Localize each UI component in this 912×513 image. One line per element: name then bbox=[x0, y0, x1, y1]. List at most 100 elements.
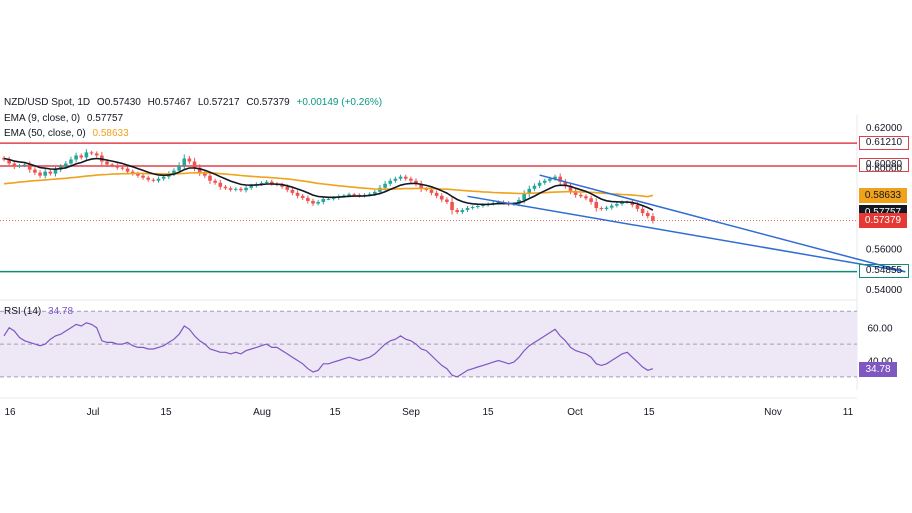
candle-body bbox=[306, 197, 310, 201]
candle-body bbox=[161, 176, 166, 179]
candle-body bbox=[522, 193, 526, 200]
candle-body bbox=[398, 176, 403, 179]
rsi-label: RSI (14) bbox=[4, 306, 42, 317]
candle-body bbox=[424, 188, 429, 190]
candle-body bbox=[635, 205, 640, 209]
candle-body bbox=[609, 205, 614, 208]
open-value: 0.57430 bbox=[104, 97, 141, 108]
price-label-ema50: 0.58633 bbox=[859, 187, 907, 203]
candle-body bbox=[270, 181, 274, 184]
candle-body bbox=[450, 201, 454, 211]
candle-body bbox=[542, 180, 547, 183]
candle-body bbox=[465, 208, 470, 211]
candle-body bbox=[244, 187, 248, 191]
candle-body bbox=[573, 190, 578, 195]
candle-body bbox=[630, 201, 635, 205]
candle-body bbox=[429, 189, 434, 193]
symbol-line: NZD/USD Spot, 1D bbox=[4, 97, 91, 108]
candle-body bbox=[141, 175, 145, 178]
candle-body bbox=[89, 152, 94, 154]
candle-body bbox=[316, 201, 320, 204]
candle-body bbox=[27, 164, 32, 170]
candle-body bbox=[563, 181, 568, 186]
candle-body bbox=[620, 202, 624, 204]
time-tick-label: Aug bbox=[253, 407, 271, 418]
low-label: L bbox=[197, 97, 204, 108]
time-tick-label: Oct bbox=[567, 407, 583, 418]
candle-body bbox=[455, 210, 459, 213]
candle-body bbox=[213, 180, 217, 183]
time-tick-label: 15 bbox=[643, 407, 655, 418]
rsi-legend: RSI (14) 34.78 bbox=[4, 306, 73, 317]
candle-body bbox=[476, 206, 480, 208]
price-tick-label: 0.60000 bbox=[866, 164, 903, 175]
candle-body bbox=[285, 186, 290, 190]
time-tick-label: 11 bbox=[843, 407, 854, 418]
candle-body bbox=[445, 199, 449, 202]
wedge-upper-line bbox=[539, 174, 906, 273]
symbol-header: NZD/USD Spot, 1D O0.57430 H0.57467 L0.57… bbox=[4, 97, 382, 108]
rsi-line bbox=[3, 322, 654, 378]
close-label: C bbox=[246, 97, 254, 108]
ema9-label: EMA (9, close, 0) bbox=[4, 113, 81, 124]
candle-body bbox=[187, 158, 192, 162]
candle-body bbox=[94, 153, 99, 156]
horizontal-levels bbox=[0, 142, 857, 273]
candle-body bbox=[259, 182, 264, 185]
candle-body bbox=[594, 201, 599, 209]
candle-body bbox=[69, 159, 73, 164]
rsi-band bbox=[0, 310, 857, 378]
wedge-lower-line bbox=[467, 195, 906, 273]
candle-body bbox=[300, 195, 305, 198]
open-label: O bbox=[96, 97, 105, 108]
candle-body bbox=[197, 167, 202, 173]
close-value: 0.57379 bbox=[253, 97, 290, 108]
time-tick-label: 15 bbox=[329, 407, 341, 418]
wedge-lines bbox=[467, 174, 906, 273]
candle-body bbox=[347, 194, 351, 196]
candle-body bbox=[414, 180, 418, 184]
candle-body bbox=[233, 188, 238, 190]
price-label-resistance: 0.60080 bbox=[859, 158, 909, 173]
candle-body bbox=[203, 172, 207, 176]
change-value: +0.00149 (+0.26%) bbox=[296, 97, 383, 108]
candle-body bbox=[589, 198, 593, 202]
candle-body bbox=[12, 163, 17, 167]
candle-body bbox=[239, 188, 243, 191]
candle-body bbox=[481, 205, 485, 207]
candle-body bbox=[373, 191, 377, 194]
candle-body bbox=[326, 198, 331, 200]
candle-body bbox=[532, 185, 537, 189]
candle-body bbox=[74, 155, 78, 160]
candle-body bbox=[228, 188, 233, 190]
candle-body bbox=[548, 178, 552, 181]
time-tick-label: 16 bbox=[4, 407, 16, 418]
candle-body bbox=[496, 201, 501, 203]
price-label-close: 0.57379 bbox=[859, 213, 907, 229]
candle-body bbox=[311, 200, 315, 204]
candle-body bbox=[249, 185, 253, 188]
candle-body bbox=[419, 183, 423, 189]
candle-body bbox=[321, 198, 326, 202]
price-tick-label: 0.56000 bbox=[866, 244, 903, 255]
candle-body bbox=[409, 178, 413, 181]
rsi-path bbox=[3, 322, 654, 378]
candle-body bbox=[527, 188, 532, 194]
candle-body bbox=[33, 169, 37, 173]
high-value: 0.57467 bbox=[154, 97, 192, 108]
candle-body bbox=[645, 213, 650, 217]
candle-body bbox=[208, 175, 212, 181]
candle-body bbox=[120, 167, 125, 169]
candle-body bbox=[38, 172, 42, 176]
time-tick-label: 15 bbox=[160, 407, 172, 418]
candle-body bbox=[517, 199, 521, 204]
time-tick-label: 15 bbox=[482, 407, 494, 418]
rsi-tick-label: 60.00 bbox=[867, 324, 892, 335]
candle-body bbox=[182, 158, 187, 166]
candle-body bbox=[280, 184, 284, 187]
candle-body bbox=[156, 178, 161, 181]
price-tick-label: 0.62000 bbox=[866, 123, 903, 134]
ema50-legend: EMA (50, close, 0) 0.58633 bbox=[4, 128, 129, 139]
candle-body bbox=[352, 194, 356, 196]
candle-body bbox=[84, 152, 89, 158]
